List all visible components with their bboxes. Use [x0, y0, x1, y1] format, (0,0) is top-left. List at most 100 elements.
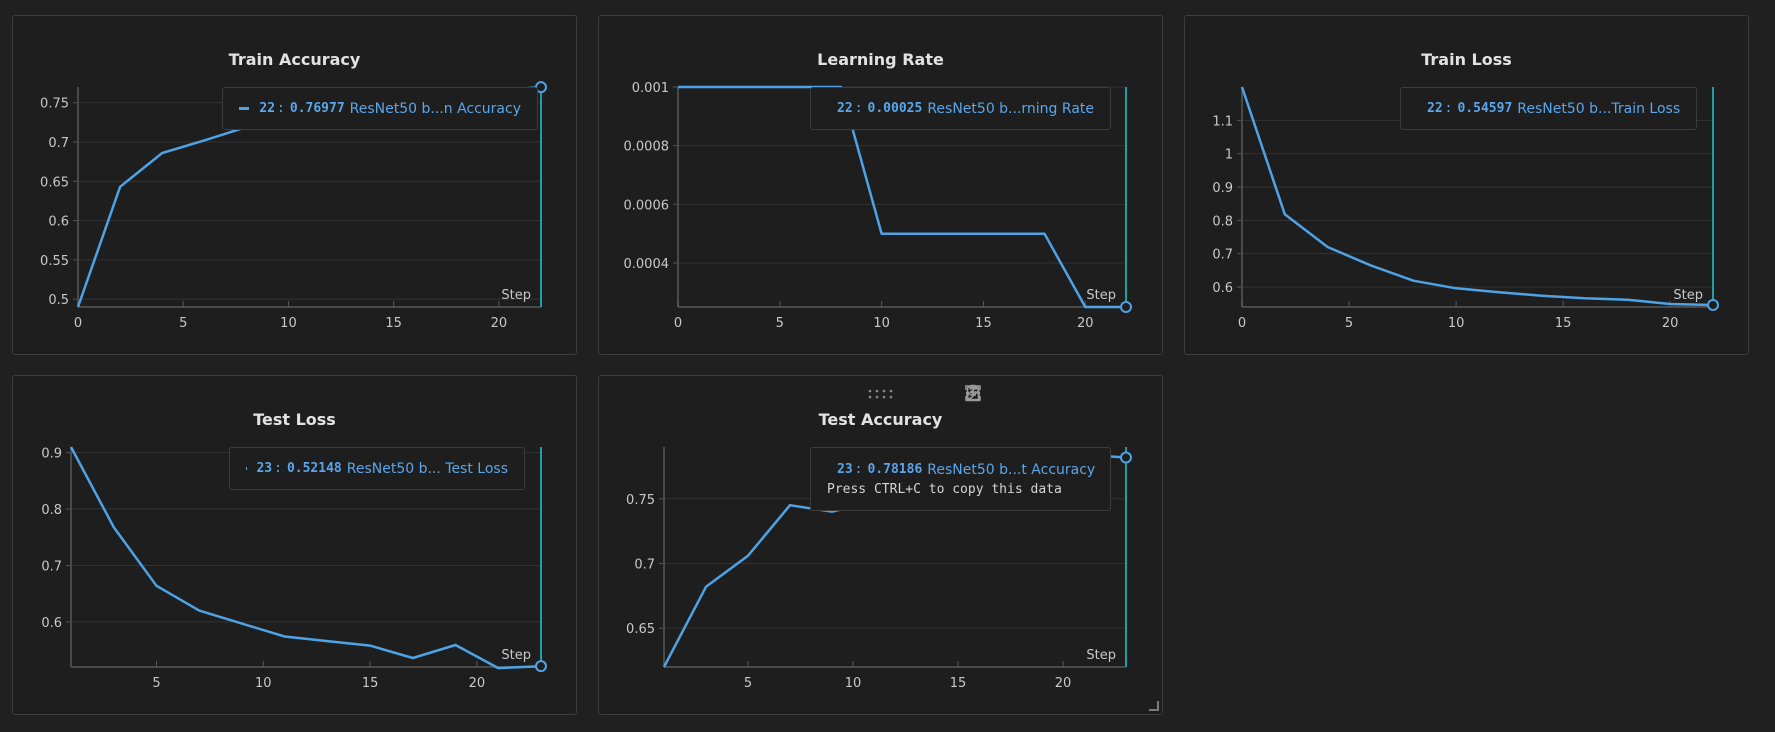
- legend-tooltip: 23: 0.78186 ResNet50 b...t Accuracy Pres…: [810, 447, 1111, 511]
- y-tick-label: 1.1: [1212, 114, 1233, 129]
- series-swatch: [239, 107, 250, 110]
- y-tick-label: 0.7: [41, 559, 62, 574]
- panel-toolbar: [964, 384, 1150, 410]
- plot-area[interactable]: 0.5 0.55 0.6 0.65 0.7 0.75 0 5 10 15 20 Step: [13, 16, 578, 356]
- x-tick-label: 20: [1662, 316, 1679, 331]
- y-tick-label: 1: [1225, 148, 1233, 163]
- x-axis-label: Step: [1086, 648, 1116, 663]
- chart-title: Test Loss: [253, 410, 336, 429]
- y-tick-label: 0.7: [48, 136, 69, 151]
- chart-title: Train Accuracy: [228, 50, 361, 69]
- y-tick-label: 0.75: [626, 493, 655, 508]
- x-tick-label: 5: [152, 676, 160, 691]
- plot-area[interactable]: 0.65 0.7 0.75 5 10 15 20 Step: [599, 376, 1164, 716]
- x-axis-label: Step: [501, 288, 531, 303]
- hover-point-marker: [535, 660, 547, 673]
- y-tick-label: 0.55: [40, 254, 69, 269]
- x-tick-label: 5: [1345, 316, 1353, 331]
- x-tick-label: 15: [950, 676, 967, 691]
- y-tick-label: 0.9: [1212, 181, 1233, 196]
- legend-step: 23: [837, 462, 853, 477]
- y-tick-label: 0.9: [41, 447, 62, 462]
- y-tick-label: 0.65: [40, 175, 69, 190]
- hover-point-marker: [1120, 301, 1132, 313]
- x-tick-label: 20: [469, 676, 486, 691]
- legend-step: 22: [1427, 101, 1443, 116]
- y-tick-label: 0.75: [40, 97, 69, 112]
- hover-point-marker: [1707, 299, 1719, 312]
- legend-tooltip: 23: 0.52148 ResNet50 b... Test Loss: [229, 447, 525, 490]
- legend-value: 0.78186: [867, 462, 923, 477]
- panel-test-loss: Test Loss 0.6 0.7 0.8 0.9 5 10 15 20 Step 23: 0.…: [12, 375, 577, 715]
- x-tick-label: 0: [1238, 316, 1246, 331]
- y-tick-label: 0.5: [48, 293, 69, 308]
- x-tick-label: 10: [873, 316, 890, 331]
- legend-tooltip: 22: 0.76977 ResNet50 b...n Accuracy: [222, 87, 538, 130]
- expand-icon: [965, 385, 981, 401]
- panel-test-accuracy: Test Accuracy 0.65 0.7 0.75 5 10 15 20 Step 23:…: [598, 375, 1163, 715]
- y-tick-label: 0.7: [1212, 248, 1233, 263]
- panel-train-accuracy: Train Accuracy 0.5 0.55 0.6 0.65 0.7 0.75 0 5 10…: [12, 15, 577, 355]
- y-tick-label: 0.8: [41, 503, 62, 518]
- legend-step: 23: [256, 461, 273, 476]
- x-tick-label: 5: [179, 316, 187, 331]
- y-tick-label: 0.6: [41, 616, 62, 631]
- x-tick-label: 10: [845, 676, 862, 691]
- y-tick-label: 0.6: [48, 215, 69, 230]
- y-tick-label: 0.6: [1212, 281, 1233, 296]
- legend-value: 0.76977: [289, 101, 345, 116]
- y-tick-label: 0.0004: [624, 257, 670, 272]
- x-tick-label: 15: [1555, 316, 1572, 331]
- legend-step: 22: [837, 101, 853, 116]
- legend-tooltip: 22: 0.54597 ResNet50 b...Train Loss: [1400, 87, 1697, 130]
- more-button[interactable]: [965, 384, 1150, 410]
- x-tick-label: 20: [1077, 316, 1094, 331]
- x-tick-label: 15: [975, 316, 992, 331]
- panel-learning-rate: Learning Rate 0.0004 0.0006 0.0008 0.001 0 5 1…: [598, 15, 1163, 355]
- x-axis-label: Step: [501, 648, 531, 663]
- copy-hint: Press CTRL+C to copy this data: [827, 481, 1062, 497]
- y-tick-label: 0.65: [626, 622, 655, 637]
- drag-handle[interactable]: [867, 388, 897, 400]
- x-tick-label: 10: [280, 316, 297, 331]
- legend-step: 22: [259, 101, 276, 116]
- x-axis-label: Step: [1673, 288, 1703, 303]
- x-tick-label: 20: [491, 316, 508, 331]
- x-tick-label: 20: [1055, 676, 1072, 691]
- chart-title: Train Loss: [1421, 50, 1512, 69]
- plot-area[interactable]: 0.0004 0.0006 0.0008 0.001 0 5 10 15 20 Step: [599, 16, 1164, 356]
- plot-area[interactable]: 0.6 0.7 0.8 0.9 5 10 15 20 Step: [13, 376, 578, 716]
- series-line: [69, 446, 542, 670]
- legend-value: 0.54597: [1457, 101, 1513, 116]
- legend-tooltip: 22: 0.00025 ResNet50 b...rning Rate: [810, 87, 1111, 130]
- resize-handle[interactable]: [1149, 701, 1159, 711]
- legend-series-name: ResNet50 b...n Accuracy: [349, 100, 521, 117]
- hover-point-marker: [1120, 451, 1132, 464]
- chart-title: Learning Rate: [817, 50, 944, 69]
- panel-train-loss: Train Loss 0.6 0.7 0.8 0.9 1 1.1 0 5 10 15 20 Step …: [1184, 15, 1749, 355]
- y-tick-label: 0.0008: [624, 140, 670, 155]
- x-tick-label: 0: [674, 316, 682, 331]
- more-horizontal-icon: [965, 391, 981, 395]
- fullscreen-button[interactable]: [965, 384, 1110, 410]
- x-tick-label: 5: [776, 316, 784, 331]
- legend-series-name: ResNet50 b...t Accuracy: [927, 461, 1096, 478]
- plot-area[interactable]: 0.6 0.7 0.8 0.9 1 1.1 0 5 10 15 20 Step: [1185, 16, 1750, 356]
- x-tick-label: 0: [74, 316, 82, 331]
- legend-value: 0.52148: [286, 461, 342, 476]
- x-tick-label: 10: [1448, 316, 1465, 331]
- legend-series-name: ResNet50 b... Test Loss: [346, 460, 508, 477]
- chart-title: Test Accuracy: [818, 410, 943, 429]
- x-tick-label: 10: [255, 676, 272, 691]
- x-tick-label: 15: [385, 316, 402, 331]
- y-tick-label: 0.7: [634, 557, 655, 572]
- legend-value: 0.00025: [867, 101, 923, 116]
- x-tick-label: 15: [362, 676, 379, 691]
- y-tick-label: 0.001: [632, 81, 669, 96]
- series-line: [1240, 86, 1714, 307]
- x-tick-label: 5: [744, 676, 752, 691]
- y-tick-label: 0.8: [1212, 214, 1233, 229]
- x-axis-label: Step: [1086, 288, 1116, 303]
- legend-series-name: ResNet50 b...rning Rate: [927, 100, 1094, 117]
- y-tick-label: 0.0006: [624, 198, 670, 213]
